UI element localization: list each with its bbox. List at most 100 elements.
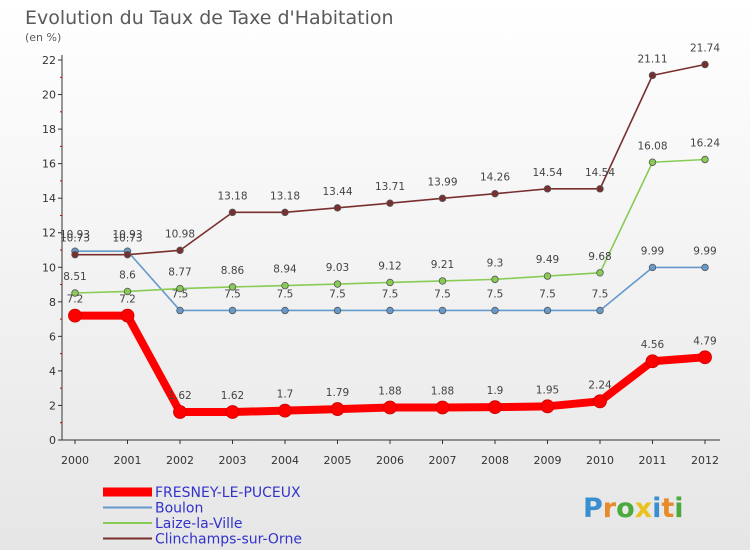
data-label: 1.62 xyxy=(221,390,244,402)
series-layer: 10.93 10.93 7.5 7.5 7.5 7.5 7.5 7.5 7.5 7.5 7.5 9.9… xyxy=(60,42,720,419)
data-label: 1.7 xyxy=(277,389,294,401)
data-point xyxy=(491,189,499,198)
data-point xyxy=(176,284,184,293)
data-label: 8.86 xyxy=(221,265,245,277)
data-label: 10.93 xyxy=(60,229,90,241)
data-point xyxy=(228,306,237,315)
data-label: 1.62 xyxy=(168,390,191,402)
data-point xyxy=(491,306,499,315)
data-label: 4.56 xyxy=(641,339,665,351)
data-point xyxy=(698,350,712,365)
series-3: 10.73 10.73 10.98 13.18 13.18 13.44 13.71 13.99… xyxy=(60,42,720,259)
data-point xyxy=(435,400,450,415)
data-label: 1.88 xyxy=(378,386,401,398)
chart-subtitle: (en %) xyxy=(25,31,61,44)
data-label: 7.2 xyxy=(67,294,84,306)
data-label: 14.54 xyxy=(585,167,615,179)
data-label: 10.98 xyxy=(165,228,195,240)
data-label: 9.03 xyxy=(326,262,349,274)
data-point xyxy=(228,208,237,217)
data-point xyxy=(123,250,132,259)
proxiti-logo: Proxiti xyxy=(583,493,684,524)
data-label: 1.79 xyxy=(326,387,349,399)
data-point xyxy=(176,306,184,315)
data-label: 7.5 xyxy=(382,288,399,300)
axes: 0 2 4 6 8 10 12 14 16 18 20 22 2000 2001 2002 2003 2004 2… xyxy=(42,54,720,467)
y-tick-label: 14 xyxy=(42,192,56,205)
y-tick-label: 4 xyxy=(49,365,56,378)
logo-letter: x xyxy=(635,493,652,524)
data-label: 10.93 xyxy=(112,229,142,241)
data-label: 9.3 xyxy=(487,257,504,269)
y-tick-label: 0 xyxy=(49,434,56,447)
data-point xyxy=(648,71,657,80)
data-point xyxy=(330,402,345,416)
data-point xyxy=(71,289,79,297)
x-tick-label: 2007 xyxy=(429,454,457,467)
x-tick-label: 2010 xyxy=(586,454,614,467)
data-label: 14.54 xyxy=(532,167,562,179)
data-label: 8.6 xyxy=(119,269,136,281)
data-point xyxy=(596,269,604,277)
y-tick-label: 22 xyxy=(42,54,56,67)
y-tick-label: 2 xyxy=(49,399,56,412)
data-point xyxy=(648,263,657,272)
data-label: 8.51 xyxy=(63,271,86,283)
data-point xyxy=(701,60,709,69)
data-label: 10.73 xyxy=(60,233,90,245)
data-point xyxy=(383,400,397,415)
data-label: 13.99 xyxy=(427,176,457,188)
y-tick-label: 18 xyxy=(42,123,56,136)
data-label: 16.08 xyxy=(637,140,667,152)
data-point xyxy=(281,281,289,290)
data-point xyxy=(120,308,135,323)
data-label: 13.18 xyxy=(270,190,300,202)
legend-label: Clinchamps-sur-Orne xyxy=(155,532,302,548)
y-tick-label: 20 xyxy=(42,89,56,102)
data-label: 9.99 xyxy=(693,245,716,257)
data-point xyxy=(386,306,394,315)
data-point xyxy=(543,185,552,193)
y-tick-label: 10 xyxy=(42,261,56,274)
y-tick-label: 6 xyxy=(49,330,56,343)
data-label: 9.21 xyxy=(431,259,454,271)
data-point xyxy=(173,405,187,419)
data-label: 1.9 xyxy=(487,385,504,397)
y-tick-label: 16 xyxy=(42,158,56,171)
data-point xyxy=(281,306,289,315)
chart-title: Evolution du Taux de Taxe d'Habitation xyxy=(25,7,394,29)
logo-letter: r xyxy=(603,493,617,524)
data-point xyxy=(701,263,709,272)
data-point xyxy=(488,400,502,415)
data-label: 7.5 xyxy=(539,288,556,300)
data-point xyxy=(386,278,394,287)
data-label: 21.74 xyxy=(690,42,720,54)
x-tick-label: 2005 xyxy=(324,454,352,467)
data-point xyxy=(278,403,292,418)
x-tick-label: 2002 xyxy=(166,454,194,467)
y-tick-label: 8 xyxy=(49,296,56,309)
data-point xyxy=(386,199,394,207)
data-point xyxy=(333,204,342,212)
data-label: 2.24 xyxy=(588,379,612,391)
data-point xyxy=(68,308,82,323)
data-point xyxy=(225,405,240,419)
data-point xyxy=(228,283,237,291)
data-label: 8.94 xyxy=(273,264,297,276)
x-tick-label: 2004 xyxy=(271,454,299,467)
data-label: 7.5 xyxy=(172,288,189,300)
data-point xyxy=(596,185,604,193)
data-label: 9.68 xyxy=(588,251,611,263)
data-label: 13.44 xyxy=(322,186,352,198)
data-point xyxy=(701,155,709,164)
logo-letter: o xyxy=(616,493,635,524)
x-tick-label: 2009 xyxy=(534,454,562,467)
series-2: 8.51 8.6 8.77 8.86 8.94 9.03 9.12 9.21 9.3 9.49 9.… xyxy=(63,137,720,297)
x-tick-label: 2006 xyxy=(376,454,404,467)
series-0: 7.2 7.2 1.62 1.62 1.7 1.79 1.88 1.88 1.9 1.95 2.24… xyxy=(67,294,717,419)
data-label: 1.95 xyxy=(536,384,559,396)
data-label: 21.11 xyxy=(637,53,667,65)
data-point xyxy=(438,306,447,315)
data-point xyxy=(176,246,184,255)
data-point xyxy=(540,399,555,414)
